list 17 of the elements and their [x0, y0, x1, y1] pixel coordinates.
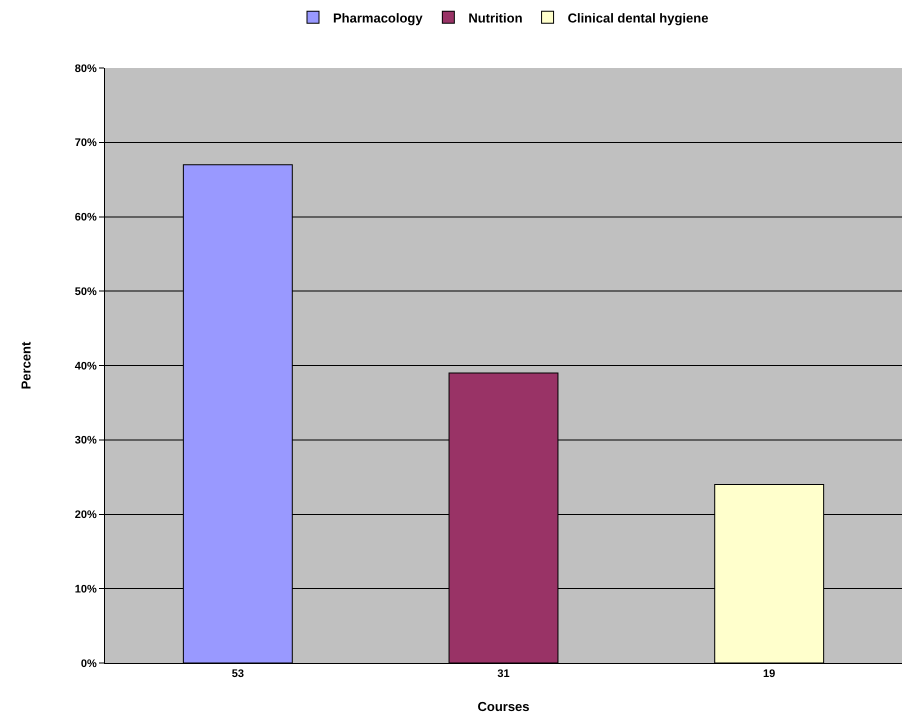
y-tick-label: 10% [74, 583, 98, 596]
x-tick-label: 53 [232, 668, 244, 680]
y-axis-title: Percent [18, 340, 34, 390]
y-tick-label: 40% [74, 360, 98, 372]
x-tick-label: 19 [763, 668, 776, 680]
y-tick-label: 50% [74, 286, 98, 298]
legend-label: Pharmacology [333, 10, 424, 26]
y-tick-label: 0% [80, 658, 98, 670]
y-tick-label: 30% [74, 434, 98, 447]
y-tick-label: 70% [74, 137, 98, 150]
x-tick-label: 31 [497, 668, 510, 680]
y-tick-label: 80% [74, 62, 98, 75]
x-axis-title: Courses [477, 698, 530, 714]
legend-label: Nutrition [468, 10, 523, 26]
y-tick-label: 20% [74, 509, 98, 522]
y-tick-label: 60% [74, 212, 98, 224]
legend-label: Clinical dental hygiene [568, 10, 708, 26]
